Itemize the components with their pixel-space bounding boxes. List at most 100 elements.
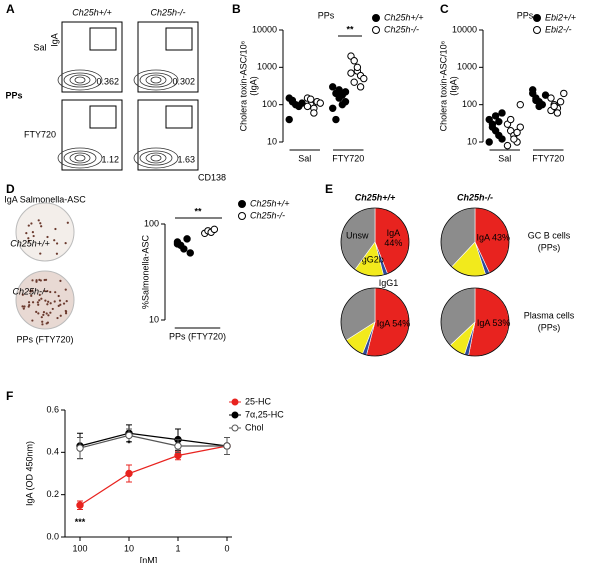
- legend-label: Ch25h+/+: [384, 12, 424, 22]
- colony: [21, 305, 24, 308]
- colony: [31, 279, 34, 282]
- legend-marker: [231, 398, 239, 406]
- colony: [29, 289, 32, 293]
- legend-marker: [372, 26, 380, 34]
- image-row-label: Ch25h+/+: [10, 238, 50, 248]
- colony: [30, 294, 33, 297]
- y-tick-label: 10000: [452, 24, 477, 34]
- column-label: Ch25h-/-: [150, 7, 185, 17]
- colony: [64, 241, 67, 245]
- flow-plot: [137, 99, 199, 171]
- legend-marker: [238, 212, 246, 220]
- colony: [46, 235, 49, 239]
- point: [173, 240, 182, 248]
- y-label: Cholera toxin-ASC/10⁶: [238, 40, 248, 131]
- y-tick-label: 0.6: [46, 404, 59, 414]
- legend-label: Ebi2+/+: [545, 12, 576, 22]
- x-tick-label: Sal: [298, 153, 311, 163]
- contour: [139, 150, 173, 166]
- colony: [57, 294, 60, 298]
- colony: [47, 314, 50, 317]
- pie-outline: [340, 207, 410, 277]
- slice-label: IgG1: [379, 278, 399, 288]
- row-label: Plasma cells: [524, 310, 575, 320]
- colony: [46, 321, 49, 324]
- flow-plot: [61, 99, 123, 171]
- colony: [27, 239, 30, 243]
- panel-letter: B: [232, 2, 241, 16]
- point: [553, 109, 562, 117]
- y-tick-label: 10000: [252, 24, 277, 34]
- x-tick-label: PPs (FTY720): [169, 331, 226, 341]
- y-label: (IgA): [448, 76, 458, 96]
- point: [329, 83, 337, 91]
- annotation: **: [346, 24, 354, 34]
- gate-value: 0.302: [172, 76, 195, 86]
- chart-title: PPs: [318, 10, 335, 20]
- contour: [74, 76, 86, 84]
- colony: [43, 278, 46, 282]
- point: [356, 83, 365, 91]
- colony: [39, 279, 42, 282]
- y-tick-label: 10: [467, 136, 477, 146]
- legend-marker: [231, 411, 239, 419]
- point: [529, 86, 537, 94]
- panel-letter: C: [440, 2, 449, 16]
- point: [306, 95, 315, 103]
- legend-label: Ebi2-/-: [545, 24, 572, 34]
- slice-value: IgA 54%: [377, 319, 411, 329]
- tissue-label: PPs: [5, 90, 22, 100]
- contour: [69, 74, 91, 86]
- contour: [145, 74, 167, 86]
- legend-label: 25-HC: [245, 396, 272, 406]
- colony: [46, 303, 49, 306]
- colony: [64, 288, 67, 291]
- pie-outline: [340, 287, 410, 357]
- colony: [28, 303, 31, 307]
- x-tick-label: 1: [175, 543, 180, 553]
- plate: [15, 202, 75, 262]
- series-line: [79, 432, 228, 447]
- point: [329, 104, 337, 112]
- annotation: ***: [75, 517, 86, 527]
- y-tick-label: 10: [149, 314, 159, 324]
- y-tick-label: 100: [462, 99, 477, 109]
- legend-label: Chol: [245, 422, 264, 432]
- legend-label: Ch25h+/+: [250, 198, 290, 208]
- point: [503, 141, 512, 150]
- colony: [42, 313, 45, 316]
- colony: [30, 222, 33, 225]
- x-tick-label: 0: [224, 543, 229, 553]
- y-label: Cholera toxin-ASC/10⁶: [438, 40, 448, 131]
- legend-marker: [533, 26, 541, 34]
- point: [347, 69, 355, 77]
- colony: [64, 309, 67, 313]
- colony: [58, 299, 62, 302]
- point: [186, 249, 194, 257]
- contour: [74, 154, 86, 162]
- point: [316, 99, 324, 107]
- panel-letter: D: [6, 182, 15, 196]
- gate-value: 1.63: [177, 154, 195, 164]
- colony: [49, 311, 52, 314]
- colony: [47, 300, 50, 303]
- y-label: IgA: [49, 33, 59, 47]
- colony: [59, 279, 62, 282]
- pie-title: Ch25h+/+: [355, 192, 396, 202]
- slice-label: IgG2b: [359, 255, 384, 265]
- flow-plot: [137, 21, 199, 93]
- point: [556, 98, 565, 106]
- panel-letter: A: [6, 2, 15, 16]
- point: [341, 98, 350, 106]
- legend-label: 7α,25-HC: [245, 409, 284, 419]
- colony: [38, 293, 41, 296]
- point: [510, 135, 518, 143]
- point: [310, 109, 318, 117]
- colony: [39, 222, 42, 225]
- point: [350, 78, 358, 86]
- series-line: [79, 445, 228, 506]
- colony: [40, 297, 43, 300]
- colony: [44, 299, 47, 302]
- slice-label: IgA: [387, 228, 401, 238]
- contour: [57, 147, 103, 169]
